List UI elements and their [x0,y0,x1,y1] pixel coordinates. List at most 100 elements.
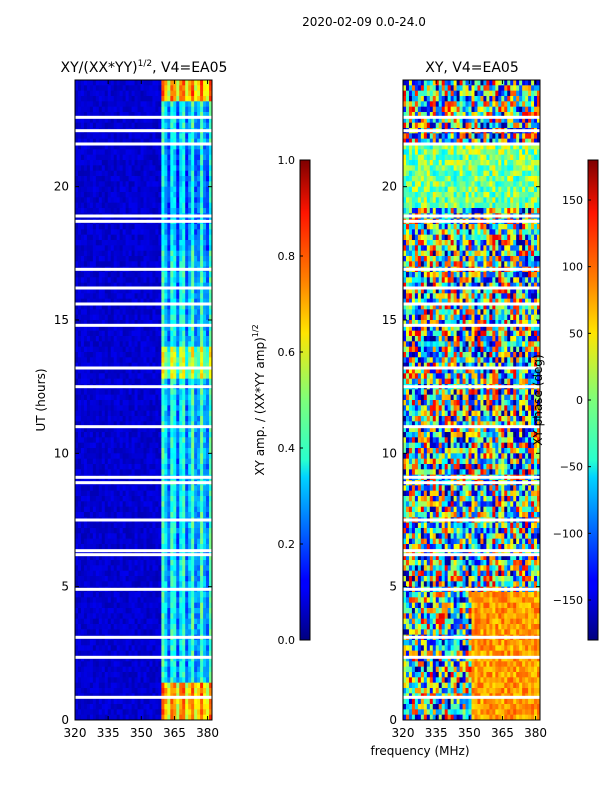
heatmap-cell [89,330,94,337]
heatmap-cell [89,618,94,625]
heatmap-cell [155,373,159,380]
heatmap-cell [86,426,91,433]
heatmap-cell [155,250,159,257]
heatmap-cell [164,154,168,161]
heatmap-cell [110,288,115,294]
heatmap-cell [143,597,147,604]
heatmap-cell [203,154,207,161]
heatmap-cell [203,410,207,417]
heatmap-cell [122,618,127,625]
heatmap-cell [206,453,210,460]
heatmap-cell [137,458,141,465]
heatmap-cell [134,261,138,268]
heatmap-cell [161,234,165,241]
heatmap-cell [134,293,138,300]
heatmap-cell [122,160,127,166]
heatmap-cell [140,160,144,166]
heatmap-cell [101,437,106,444]
heatmap-cell [143,304,147,310]
heatmap-cell [92,90,97,97]
heatmap-cell [197,533,201,540]
heatmap-cell [197,245,201,252]
heatmap-cell [83,453,88,460]
heatmap-cell [173,85,177,92]
heatmap-cell [173,618,177,625]
heatmap-cell [134,336,138,342]
heatmap-cell [200,453,204,460]
heatmap-cell [182,224,186,230]
heatmap-cell [197,570,201,577]
heatmap-cell [155,85,159,92]
heatmap-cell [173,80,177,86]
heatmap-cell [194,645,198,652]
heatmap-cell [98,357,103,364]
heatmap-cell [122,629,127,636]
heatmap-cell [122,341,127,348]
heatmap-cell [92,565,97,572]
heatmap-cell [161,453,165,460]
heatmap-cell [182,624,186,630]
heatmap-cell [146,512,150,518]
heatmap-cell [116,160,121,166]
heatmap-cell [110,426,115,433]
heatmap-cell [182,560,186,566]
heatmap-cell [167,362,171,369]
heatmap-cell [125,442,130,449]
heatmap-cell [191,410,195,417]
heatmap-cell [95,85,100,92]
heatmap-cell [188,554,192,561]
heatmap-cell [203,645,207,652]
heatmap-cell [101,298,106,305]
heatmap-cell [107,485,112,492]
heatmap-cell [104,629,109,636]
heatmap-cell [170,368,174,374]
heatmap-cell [104,170,109,177]
heatmap-cell [191,576,195,582]
heatmap-cell [200,202,204,209]
heatmap-cell [140,149,144,156]
heatmap-cell [176,90,180,97]
heatmap-cell [203,80,207,86]
heatmap-cell [203,442,207,449]
heatmap-cell [137,448,141,454]
heatmap-cell [158,256,162,262]
heatmap-cell [116,149,121,156]
heatmap-cell [209,96,213,102]
heatmap-cell [119,549,124,556]
heatmap-cell [83,469,88,476]
heatmap-cell [176,522,180,529]
heatmap-cell [143,138,147,145]
heatmap-cell [98,645,103,652]
heatmap-cell [101,485,106,492]
heatmap-cell [83,464,88,470]
heatmap-cell [89,410,94,417]
heatmap-cell [86,362,91,369]
heatmap-cell [173,325,177,332]
heatmap-cell [140,394,144,401]
heatmap-cell [170,293,174,300]
heatmap-cell [182,426,186,433]
heatmap-cell [209,186,213,193]
heatmap-cell [134,85,138,92]
heatmap-cell [200,106,204,113]
heatmap-cell [158,453,162,460]
heatmap-cell [137,394,141,401]
heatmap-cell [158,170,162,177]
heatmap-cell [197,208,201,214]
heatmap-cell [146,144,150,150]
heatmap-cell [125,538,130,545]
heatmap-cell [149,272,153,278]
heatmap-cell [161,325,165,332]
heatmap-cell [80,410,85,417]
heatmap-cell [176,261,180,268]
heatmap-cell [170,346,174,353]
heatmap-cell [89,149,94,156]
heatmap-cell [83,645,88,652]
heatmap-cell [152,133,156,140]
heatmap-cell [206,458,210,465]
heatmap-cell [101,597,106,604]
heatmap-cell [89,90,94,97]
heatmap-cell [104,560,109,566]
heatmap-cell [98,608,103,614]
heatmap-cell [209,85,213,92]
